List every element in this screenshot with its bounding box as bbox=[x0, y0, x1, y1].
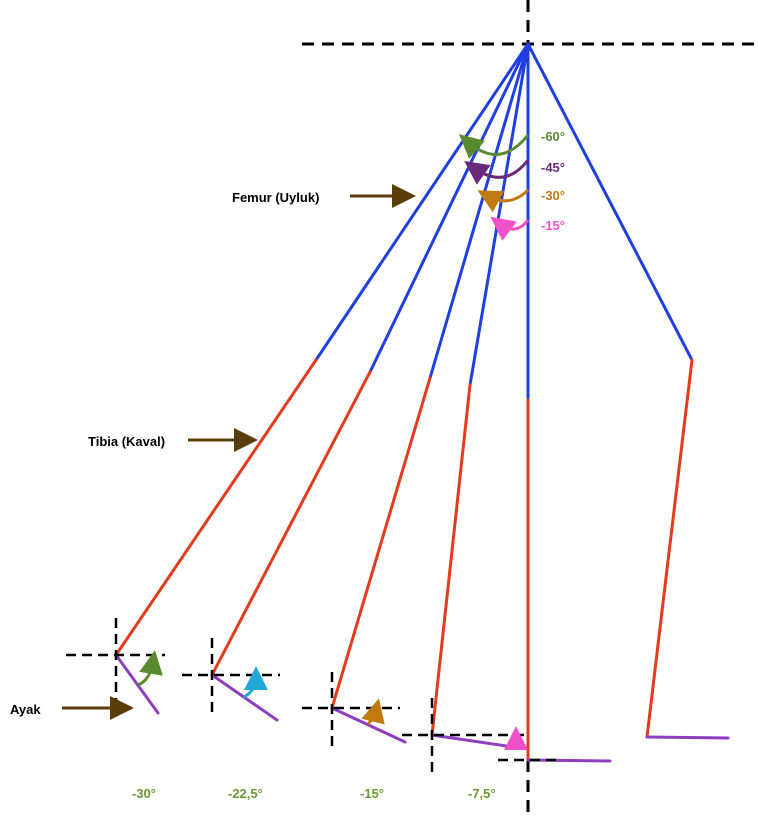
ankle-angle-label-2: -22,5° bbox=[228, 786, 263, 801]
foot-line-6 bbox=[645, 735, 730, 740]
ankle-arrow-3 bbox=[361, 698, 385, 726]
foot-line-4 bbox=[430, 733, 522, 750]
arc-neg45 bbox=[464, 159, 530, 185]
foot-line-3 bbox=[330, 706, 407, 744]
tibia-line-4 bbox=[430, 383, 472, 737]
tibia-segments bbox=[114, 358, 694, 762]
ankle-angle-label-1: -30° bbox=[132, 786, 156, 801]
ankle-reference-axes bbox=[66, 618, 560, 776]
femur-line-forward bbox=[526, 42, 694, 362]
ankle-angle-arrows bbox=[137, 650, 528, 751]
tibia-line-3 bbox=[330, 376, 432, 710]
foot-segments bbox=[114, 653, 730, 763]
hip-angle-neg30-label: -30° bbox=[541, 188, 565, 203]
tibia-line-2 bbox=[210, 370, 372, 677]
arc-neg60 bbox=[458, 134, 530, 159]
ankle-arrow-4 bbox=[503, 726, 528, 751]
label-arrows bbox=[62, 184, 416, 720]
foot-label: Ayak bbox=[10, 702, 41, 717]
arc-neg15 bbox=[490, 216, 530, 241]
femur-line-neg45 bbox=[368, 42, 530, 374]
hip-angle-neg60-label: -60° bbox=[541, 129, 565, 144]
ankle-angle-label-3: -15° bbox=[360, 786, 384, 801]
femur-line-neg60 bbox=[314, 42, 530, 362]
foot-line-5 bbox=[526, 758, 612, 763]
ankle-angle-label-4: -7,5° bbox=[468, 786, 496, 801]
femur-segments bbox=[314, 42, 694, 402]
femur-label: Femur (Uyluk) bbox=[232, 190, 319, 205]
tibia-line-6 bbox=[645, 358, 694, 739]
ankle-arrow-2 bbox=[243, 666, 268, 699]
arc-neg30 bbox=[477, 188, 530, 213]
hip-angle-neg45-label: -45° bbox=[541, 160, 565, 175]
femur-line-neg15 bbox=[468, 42, 530, 387]
foot-line-1 bbox=[114, 653, 160, 715]
tibia-label: Tibia (Kaval) bbox=[88, 434, 165, 449]
ankle-arrow-1 bbox=[137, 650, 163, 687]
hip-reference-axes bbox=[302, 0, 758, 816]
tibia-line-1 bbox=[114, 358, 318, 657]
hip-angle-arcs bbox=[458, 134, 530, 241]
hip-angle-neg15-label: -15° bbox=[541, 218, 565, 233]
